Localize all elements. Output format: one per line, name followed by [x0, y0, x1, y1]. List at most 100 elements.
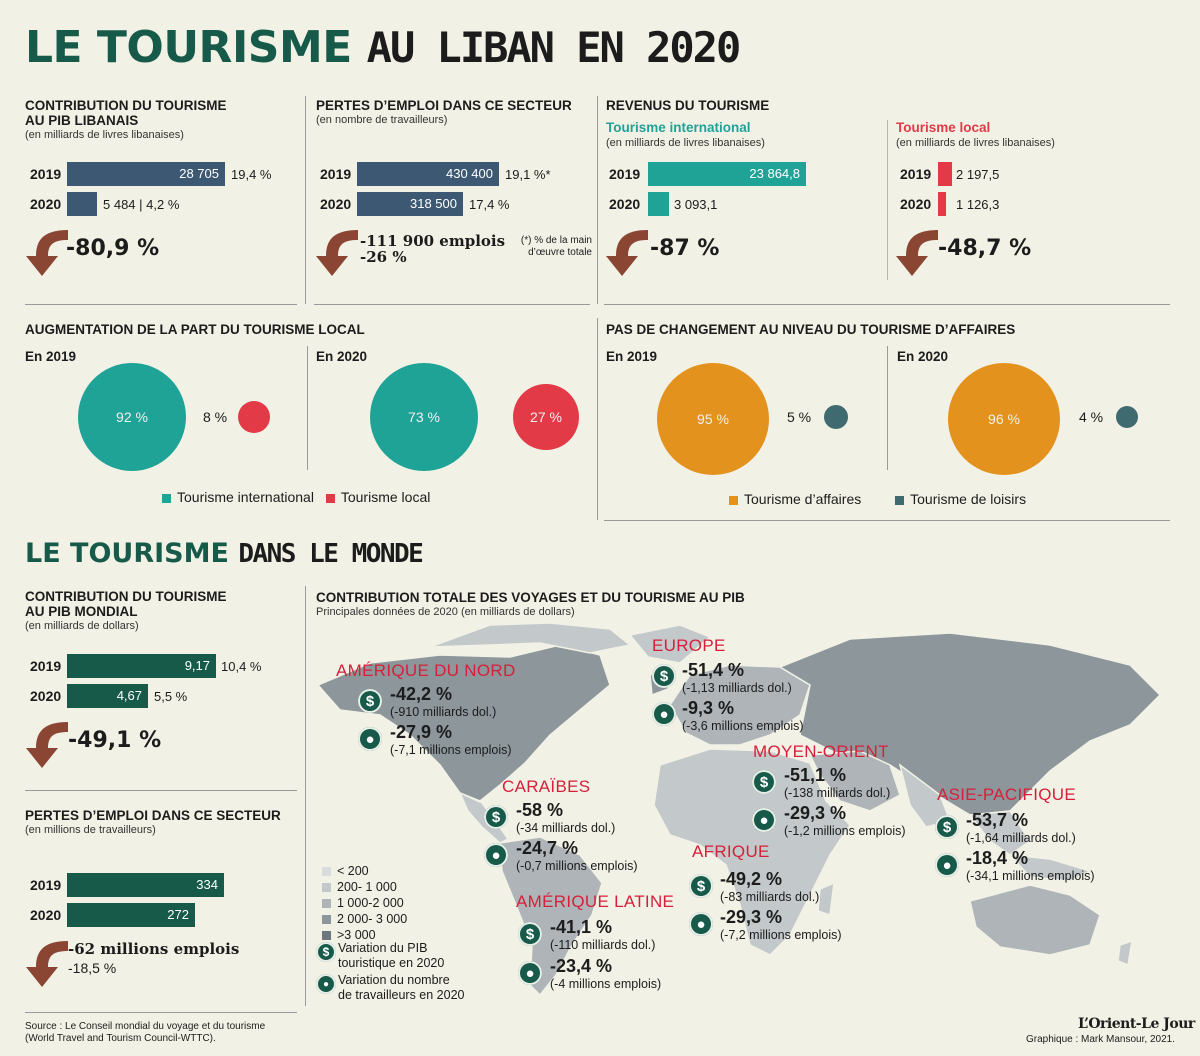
pib-pct-2020: 5 484 | 4,2 %: [103, 197, 180, 212]
revenus-local-year-2020: 2020: [900, 196, 932, 212]
legend-local: Tourisme local: [340, 489, 431, 505]
region-emp-change: -24,7 %: [516, 838, 579, 858]
down-arrow-icon: [896, 230, 938, 276]
pie-2020-international: 73 %: [370, 363, 478, 471]
monde-emploi-bar-2020: 272: [67, 903, 195, 927]
monde-pib-bar-2019: 9,17: [67, 654, 216, 678]
person-icon: ●: [316, 974, 336, 994]
local-share-title: AUGMENTATION DE LA PART DU TOURISME LOCA…: [25, 322, 365, 337]
divider: [887, 120, 888, 280]
revenus-local-subtitle: (en milliards de livres libanaises): [896, 137, 1055, 149]
legend-swatch: [322, 899, 331, 909]
region-emp-change: -29,3 %: [784, 803, 847, 823]
revenus-intl-bar-2020: [648, 192, 669, 216]
down-arrow-icon: [316, 230, 358, 276]
monde-pib-subtitle: (en milliards de dollars): [25, 620, 139, 632]
emploi-pct-2019: 19,1 %*: [505, 167, 551, 182]
section-title-monde: LE TOURISME DANS LE MONDE: [25, 538, 424, 569]
region-amerique-latine: AMÉRIQUE LATINE: [516, 892, 674, 912]
divider: [25, 790, 297, 791]
monde-emploi-bar-2019: 334: [67, 873, 224, 897]
monde-pib-pct-2020: 5,5 %: [154, 689, 188, 704]
divider: [887, 346, 888, 470]
revenus-intl-val-2020: 3 093,1: [674, 197, 718, 212]
emploi-subtitle: (en nombre de travailleurs): [316, 114, 448, 126]
revenus-intl-bar-2019: 23 864,8: [648, 162, 806, 186]
region-name: AMÉRIQUE DU NORD: [336, 661, 516, 680]
region-emp-amount: (-0,7 millions emplois): [516, 859, 638, 873]
legend-label: 1 000-2 000: [337, 896, 404, 910]
monde-emploi-subtitle: (en millions de travailleurs): [25, 824, 156, 836]
region-pib-change: -58 %: [516, 800, 564, 820]
region-moyen-orient: MOYEN-ORIENT: [753, 742, 889, 762]
emploi-title: PERTES D’EMPLOI DANS CE SECTEUR: [316, 98, 572, 113]
revenus-local-bar-2019: [938, 162, 952, 186]
region-europe: EUROPE: [652, 636, 726, 656]
divider: [25, 304, 297, 305]
region-emp-change: -9,3 %: [682, 698, 735, 718]
region-pib-change: -51,4 %: [682, 660, 745, 680]
divider: [604, 520, 1170, 521]
monde-emploi-year-2019: 2019: [30, 877, 62, 893]
down-arrow-icon: [26, 722, 68, 768]
person-icon: ●: [652, 702, 676, 726]
dollar-icon: $: [358, 689, 382, 713]
pie-2020-local: 27 %: [513, 384, 579, 450]
legend-item: >3 000: [322, 927, 407, 943]
divider: [25, 1012, 297, 1013]
divider: [305, 586, 306, 1006]
legend-affaires: Tourisme d’affaires Tourisme de loisirs: [729, 491, 1026, 507]
affaires-2019-label: En 2019: [606, 349, 658, 364]
pie-2019-loisirs-label: 5 %: [787, 409, 812, 425]
revenus-intl-year-2020: 2020: [609, 196, 641, 212]
emploi-year-2020: 2020: [320, 196, 352, 212]
map-title: CONTRIBUTION TOTALE DES VOYAGES ET DU TO…: [316, 590, 745, 605]
pib-year-2019: 2019: [30, 166, 62, 182]
region-name: EUROPE: [652, 636, 726, 655]
pie-2020-loisirs: [1116, 406, 1138, 428]
region-name: AFRIQUE: [692, 842, 770, 861]
region-emp-amount: (-4 millions emplois): [550, 977, 662, 991]
legend-swatch: [322, 883, 331, 893]
legend-item: 2 000- 3 000: [322, 911, 407, 927]
legend-swatch-loisirs: [895, 495, 905, 505]
region-pib-change: -51,1 %: [784, 765, 847, 785]
pib-year-2020: 2020: [30, 196, 62, 212]
region-pib-amount: (-83 milliards dol.): [720, 890, 820, 904]
pib-bar-2020: [67, 192, 97, 216]
legend-loisirs-label: Tourisme de loisirs: [910, 491, 1027, 507]
revenus-local-val-2019: 2 197,5: [956, 167, 1000, 182]
pie-2019-loisirs: [824, 405, 848, 429]
pie-2019-local: [238, 401, 270, 433]
pib-title: CONTRIBUTION DU TOURISME AU PIB LIBANAIS: [25, 98, 227, 128]
monde-emploi-change-pct: -18,5 %: [68, 960, 117, 976]
region-emp-amount: (-7,2 millions emplois): [720, 928, 842, 942]
region-asie-pacifique: ASIE-PACIFIQUE: [937, 785, 1076, 805]
region-pib-amount: (-110 milliards dol.): [550, 938, 656, 952]
region-pib-change: -53,7 %: [966, 810, 1029, 830]
monde-pib-bar-2020: 4,67: [67, 684, 148, 708]
revenus-intl-subtitle: (en milliards de livres libanaises): [606, 137, 765, 149]
revenus-local-label: Tourisme local: [896, 120, 991, 135]
brand-logo: L’Orient-Le Jour: [1078, 1016, 1195, 1032]
monde-pib-year-2020: 2020: [30, 688, 62, 704]
revenus-local-change: -48,7 %: [938, 236, 1032, 261]
revenus-local-bar-2020: [938, 192, 946, 216]
legend-international: Tourisme international: [177, 489, 314, 505]
map-legend: < 200 200- 1 000 1 000-2 000 2 000- 3 00…: [322, 863, 407, 943]
legend-emp-label: Variation du nombre de travailleurs en 2…: [338, 973, 465, 1002]
region-emp-amount: (-3,6 millions emplois): [682, 719, 804, 733]
dollar-icon: $: [316, 942, 336, 962]
title2-part1: LE TOURISME: [25, 538, 229, 569]
dollar-icon: $: [518, 922, 542, 946]
monde-emploi-year-2020: 2020: [30, 907, 62, 923]
revenus-local-year-2019: 2019: [900, 166, 932, 182]
person-icon: ●: [358, 727, 382, 751]
pib-pct-2019: 19,4 %: [231, 167, 272, 182]
pib-subtitle: (en milliards de livres libanaises): [25, 129, 184, 141]
divider: [307, 346, 308, 470]
region-name: MOYEN-ORIENT: [753, 742, 889, 761]
legend-affaires-label: Tourisme d’affaires: [744, 491, 862, 507]
source-note: Source : Le Conseil mondial du voyage et…: [25, 1021, 266, 1044]
down-arrow-icon: [26, 230, 68, 276]
